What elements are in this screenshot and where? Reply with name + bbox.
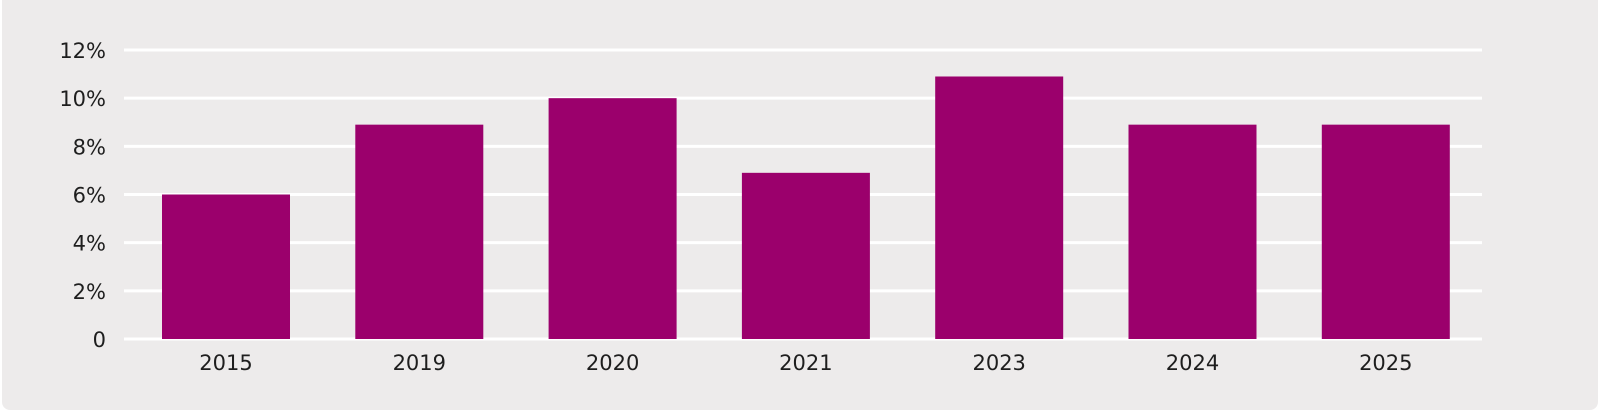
bar-2025: [1321, 124, 1450, 340]
y-tick-label: 4%: [73, 232, 106, 256]
x-axis-tick-labels: 2015 2019 2020 2021 2023 2024 2025: [199, 351, 1412, 375]
bar-2020: [548, 98, 677, 340]
bar-2024: [1128, 124, 1257, 340]
bars: [162, 76, 1450, 340]
x-tick-label: 2023: [972, 351, 1025, 375]
x-tick-label: 2025: [1359, 351, 1412, 375]
y-tick-label: 12%: [59, 39, 106, 63]
y-tick-label: 10%: [59, 87, 106, 111]
y-tick-label: 2%: [73, 280, 106, 304]
bar-2019: [355, 124, 484, 340]
bar-2023: [935, 76, 1064, 339]
x-tick-label: 2020: [586, 351, 639, 375]
y-tick-label: 6%: [73, 184, 106, 208]
chart-panel: 0 2% 4% 6% 8% 10% 12% 2015 2019 2020 2021 2023 2024…: [2, 0, 1598, 410]
x-tick-label: 2024: [1166, 351, 1219, 375]
bar-2015: [162, 194, 290, 339]
x-tick-label: 2021: [779, 351, 832, 375]
bar-2021: [741, 172, 870, 339]
x-tick-label: 2015: [199, 351, 252, 375]
y-axis-tick-labels: 0 2% 4% 6% 8% 10% 12%: [59, 39, 106, 352]
y-tick-label: 8%: [73, 135, 106, 159]
x-tick-label: 2019: [393, 351, 446, 375]
y-tick-label: 0: [93, 328, 106, 352]
